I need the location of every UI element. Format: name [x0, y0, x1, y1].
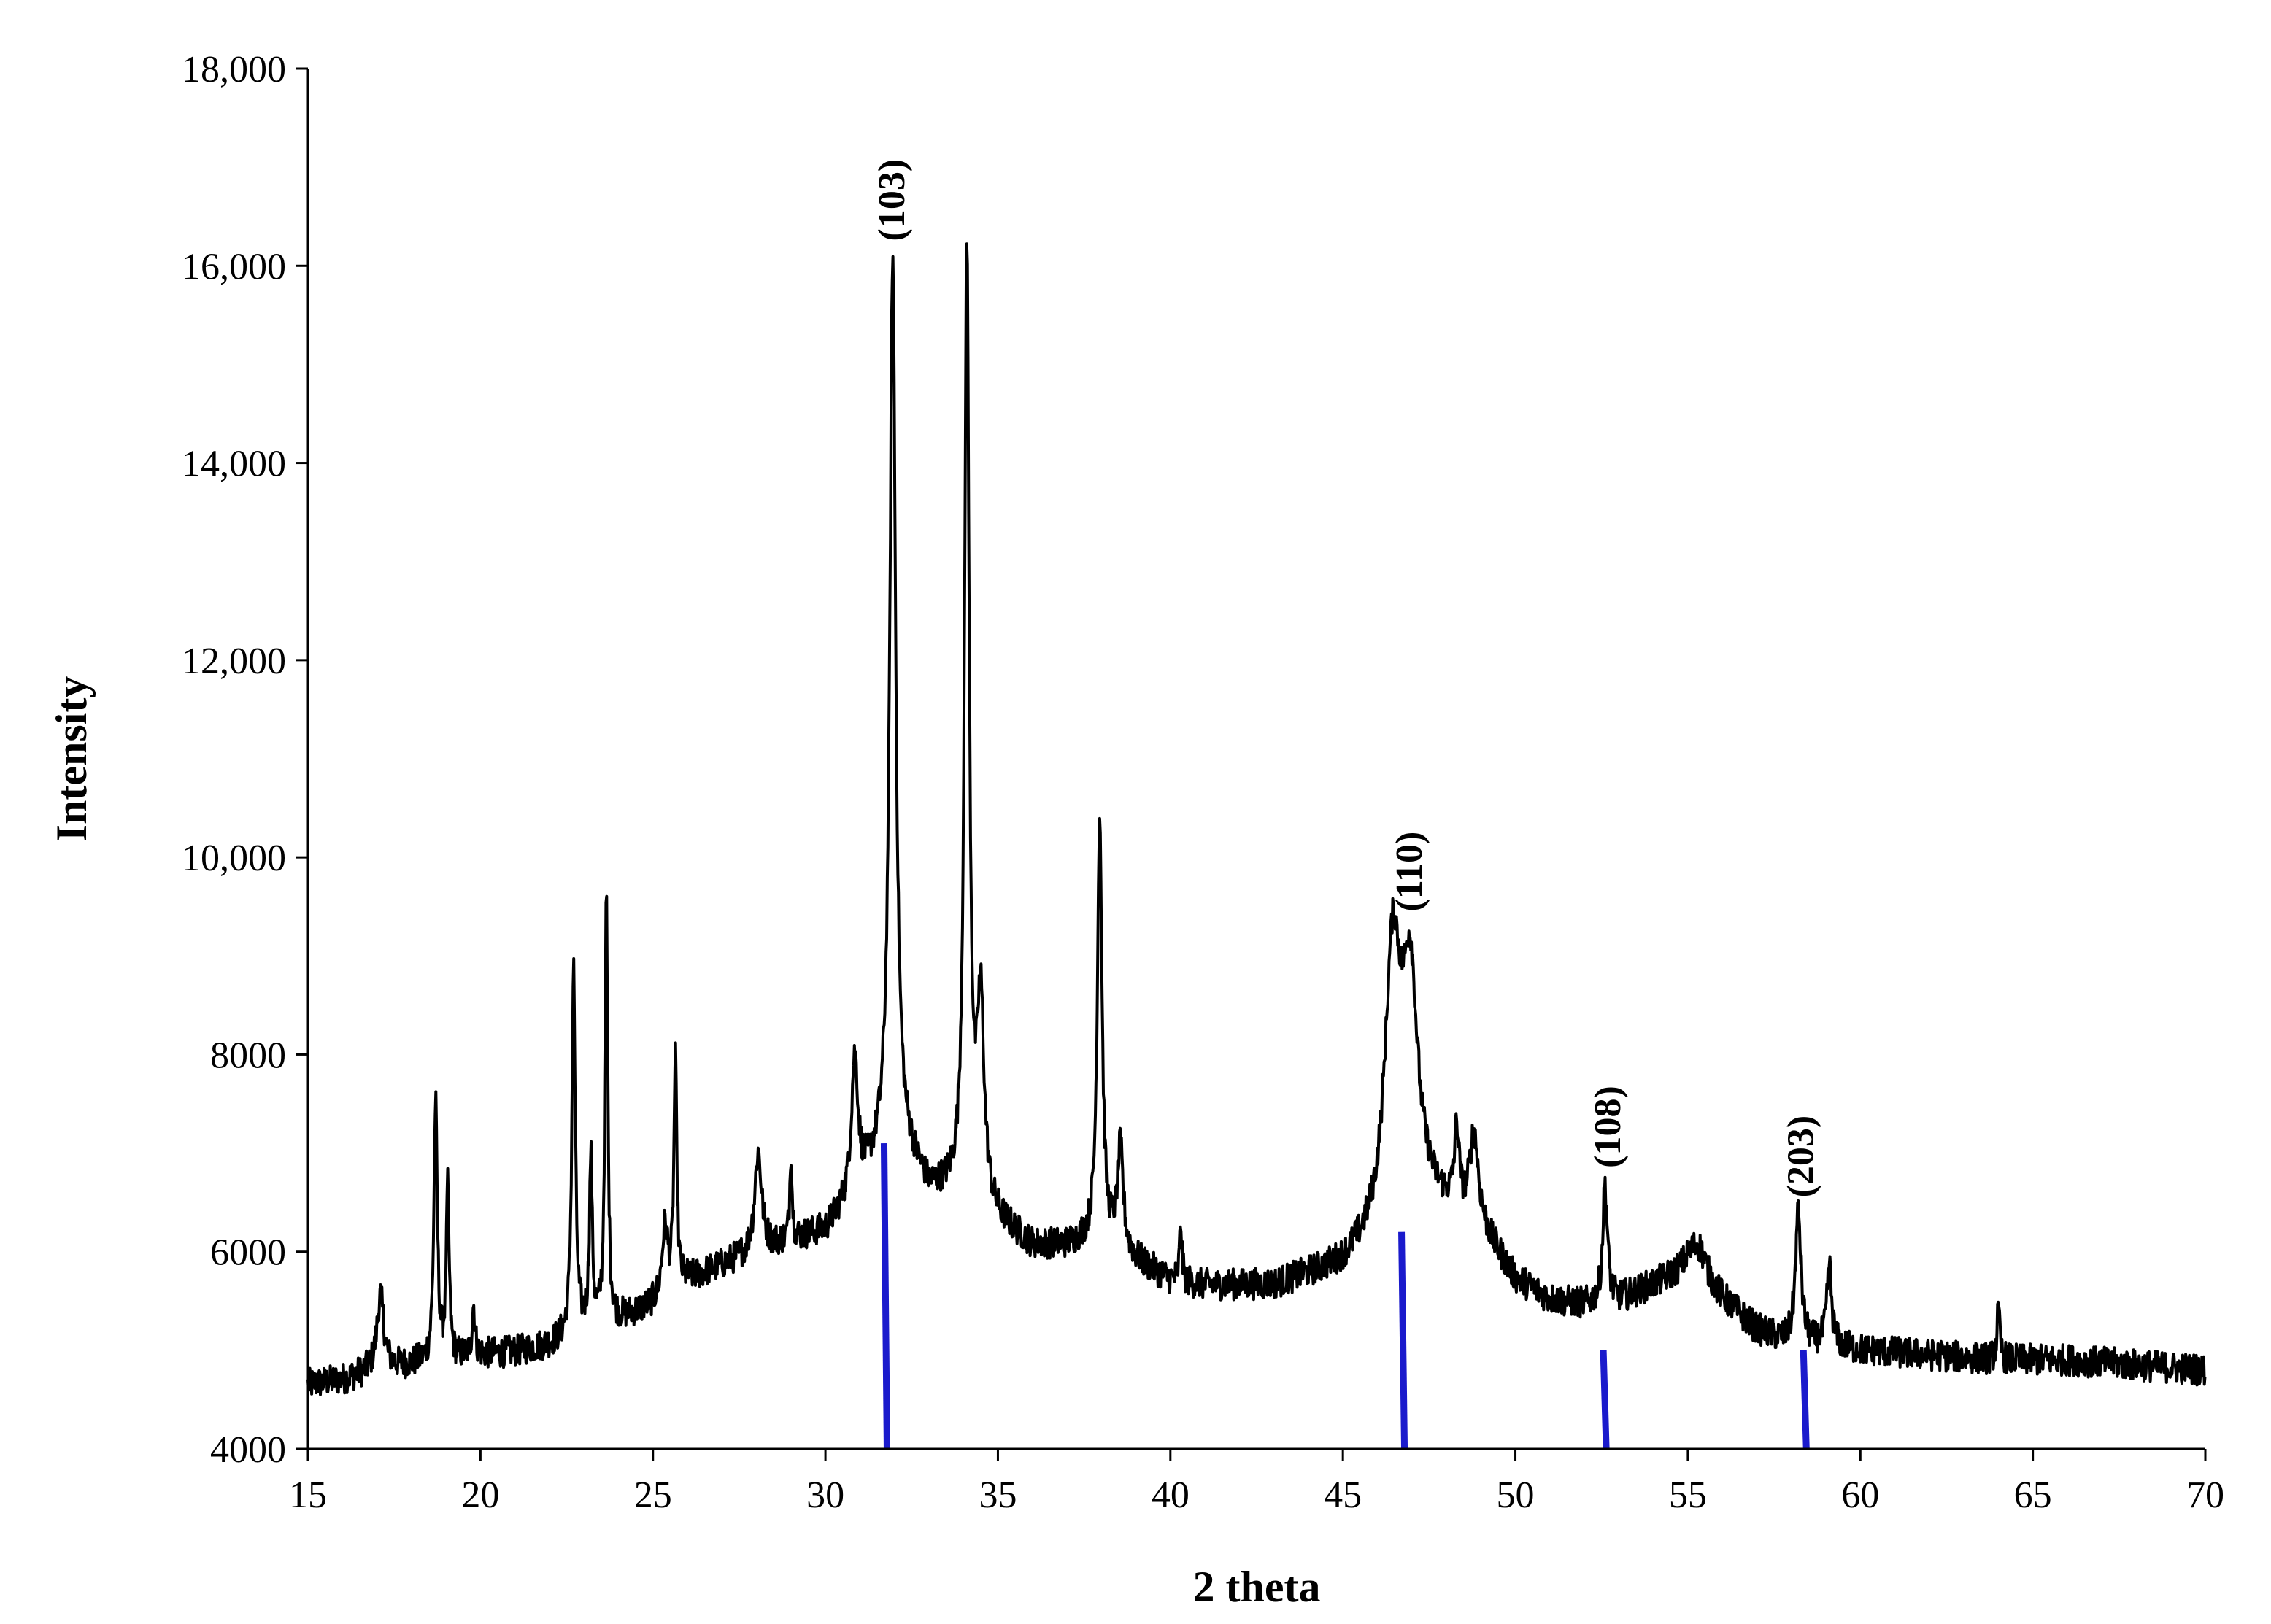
reference-line: [1398, 1231, 1408, 1450]
y-tick-label: 8000: [210, 1035, 286, 1076]
x-ticks: 15 20 25 30 35 40 45 50 55 60 65 70: [289, 1449, 2224, 1516]
x-tick-label: 15: [289, 1474, 327, 1516]
reference-line: [880, 1143, 890, 1450]
x-tick-label: 35: [979, 1474, 1017, 1516]
pattern-line: [306, 242, 2207, 1396]
x-tick-label: 45: [1324, 1474, 1362, 1516]
reference-line: [1800, 1350, 1810, 1450]
peak-annotations: (103) (110) (108) (203): [871, 159, 1822, 1198]
x-tick-label: 25: [634, 1474, 672, 1516]
peak-label: (203): [1781, 1115, 1822, 1198]
y-axis-title: Intensity: [47, 676, 96, 842]
x-tick-label: 50: [1497, 1474, 1535, 1516]
y-tick-label: 14,000: [182, 444, 286, 485]
y-tick-label: 6000: [210, 1232, 286, 1274]
y-tick-label: 16,000: [182, 246, 286, 287]
reference-lines: [880, 1143, 1810, 1450]
y-ticks: 4000 6000 8000 10,000 12,000 14,000 16,000 18,0…: [182, 49, 308, 1471]
x-tick-label: 30: [806, 1474, 844, 1516]
y-tick-label: 10,000: [182, 838, 286, 879]
x-tick-label: 40: [1152, 1474, 1190, 1516]
x-tick-label: 55: [1669, 1474, 1707, 1516]
peak-label: (108): [1587, 1086, 1629, 1168]
x-tick-label: 20: [461, 1474, 499, 1516]
x-tick-label: 70: [2186, 1474, 2224, 1516]
axes: [306, 69, 2205, 1450]
diffraction-pattern: [306, 242, 2207, 1396]
reference-line: [1600, 1350, 1610, 1450]
x-axis-title: 2 theta: [1193, 1563, 1321, 1611]
y-tick-label: 4000: [210, 1429, 286, 1471]
y-tick-label: 12,000: [182, 641, 286, 682]
x-tick-label: 60: [1841, 1474, 1879, 1516]
peak-label: (103): [871, 159, 913, 241]
x-tick-label: 65: [2014, 1474, 2052, 1516]
y-tick-label: 18,000: [182, 49, 286, 90]
peak-label: (110): [1389, 832, 1430, 912]
